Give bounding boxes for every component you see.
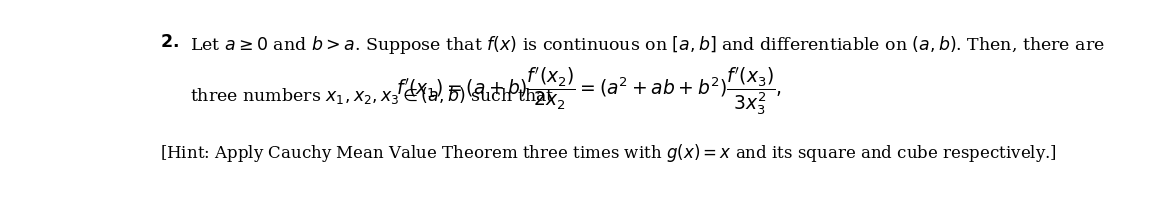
Text: [Hint: Apply Cauchy Mean Value Theorem three times with $g(x) = x$ and its squar: [Hint: Apply Cauchy Mean Value Theorem t… [160, 142, 1057, 164]
Text: three numbers $x_1, x_2, x_3 \in (a, b)$ such that: three numbers $x_1, x_2, x_3 \in (a, b)$… [190, 85, 554, 106]
Text: $f'(x_1) = (a+b)\dfrac{f'(x_2)}{2x_2} = (a^2 + ab + b^2)\dfrac{f'(x_3)}{3x_3^2},: $f'(x_1) = (a+b)\dfrac{f'(x_2)}{2x_2} = … [397, 66, 782, 118]
Text: $\mathbf{2.}$: $\mathbf{2.}$ [160, 34, 178, 51]
Text: Let $a \geq 0$ and $b > a$. Suppose that $f(x)$ is continuous on $[a, b]$ and di: Let $a \geq 0$ and $b > a$. Suppose that… [190, 34, 1105, 56]
